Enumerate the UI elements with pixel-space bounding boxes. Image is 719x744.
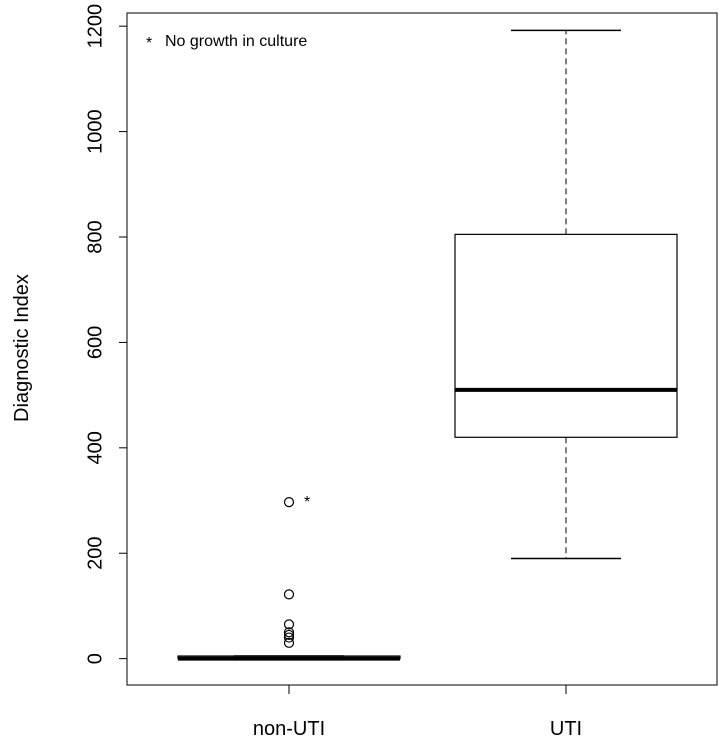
outlier-point <box>283 589 295 600</box>
y-tick-label: 600 <box>84 326 106 359</box>
y-axis-title: Diagnostic Index <box>11 274 33 422</box>
plot-border <box>126 12 718 686</box>
outlier-point <box>283 632 295 643</box>
box-groups: * <box>177 29 678 661</box>
outlier-point <box>283 619 295 630</box>
box-group: * <box>177 494 401 661</box>
y-tick-label: 1000 <box>84 109 106 154</box>
y-axis: 0 200 400 600 800 1000 1200 <box>84 4 127 664</box>
y-tick-label: 800 <box>84 220 106 253</box>
legend: * No growth in culture <box>146 33 307 52</box>
box-group <box>454 29 678 560</box>
outlier-point <box>283 637 295 648</box>
legend-text: No growth in culture <box>165 33 307 50</box>
box-iqr <box>454 233 678 438</box>
legend-symbol: * <box>146 35 152 52</box>
outlier-point <box>283 627 295 638</box>
y-tick-label: 400 <box>84 431 106 464</box>
outlier-point <box>283 497 295 508</box>
plot-frame <box>126 12 718 686</box>
y-tick-label: 0 <box>84 653 106 664</box>
y-tick-label: 200 <box>84 537 106 570</box>
y-tick-label: 1200 <box>84 4 106 49</box>
no-growth-marker: * <box>304 494 310 511</box>
x-axis: non-UTI UTI <box>253 685 582 740</box>
x-tick-label: UTI <box>550 718 582 740</box>
outlier-point <box>283 629 295 641</box>
x-tick-label: non-UTI <box>253 718 325 740</box>
